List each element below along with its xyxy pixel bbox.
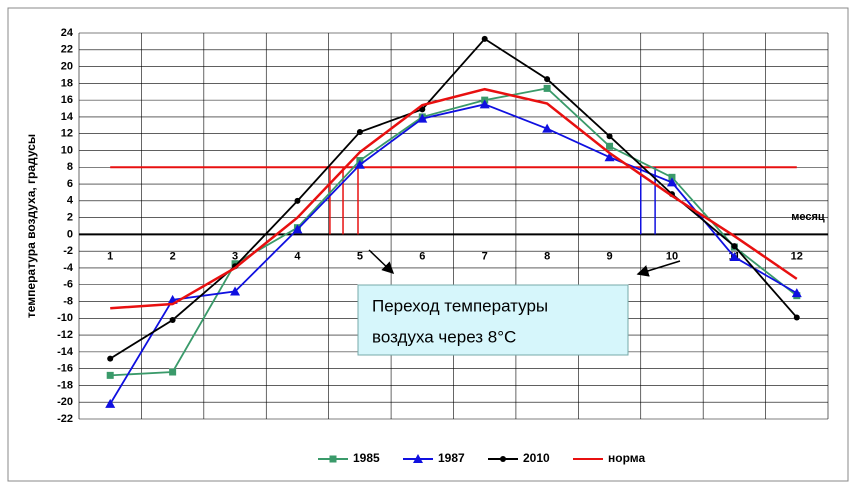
- marker: [604, 152, 615, 162]
- arrows: [368, 249, 681, 277]
- y-tick-label: 2: [67, 212, 73, 224]
- y-tick-label: -8: [63, 295, 73, 307]
- marker: [542, 123, 553, 133]
- series-line: [110, 87, 798, 310]
- y-tick-label: -14: [57, 346, 74, 358]
- marker: [169, 316, 176, 323]
- legend-label: 1987: [438, 451, 465, 465]
- x-tick-label: 7: [482, 250, 488, 262]
- marker: [105, 398, 116, 408]
- marker: [354, 159, 365, 169]
- plot-area: -22-20-18-16-14-12-10-8-6-4-202468101214…: [57, 27, 829, 425]
- x-tick-label: 10: [666, 250, 678, 262]
- y-tick-label: 10: [61, 144, 73, 156]
- marker: [481, 35, 488, 42]
- legend-label: 2010: [523, 451, 550, 465]
- annotation-text: воздуха через 8°C: [372, 327, 516, 346]
- legend: 1985 1987 2010 норма: [318, 451, 645, 465]
- y-tick-label: 4: [67, 195, 74, 207]
- marker: [606, 142, 614, 150]
- arrow: [636, 260, 681, 277]
- marker: [500, 456, 506, 462]
- x-tick-label: 9: [606, 250, 612, 262]
- x-tick-label: 12: [791, 250, 803, 262]
- legend-label: 1985: [353, 451, 380, 465]
- x-tick-label: 4: [294, 250, 301, 262]
- marker: [793, 314, 800, 321]
- marker: [791, 288, 802, 298]
- marker: [544, 76, 551, 83]
- y-tick-label: 12: [61, 128, 73, 140]
- legend-label: норма: [608, 451, 645, 465]
- y-tick-label: -10: [57, 312, 73, 324]
- marker: [169, 368, 177, 376]
- y-tick-label: -4: [63, 262, 74, 274]
- x-tick-label: 2: [170, 250, 176, 262]
- series-line: [109, 103, 798, 405]
- marker: [479, 99, 490, 109]
- annotation-text: Переход температуры: [372, 296, 548, 315]
- marker: [292, 224, 303, 234]
- y-tick-label: -2: [63, 245, 73, 257]
- marker: [356, 129, 363, 136]
- y-tick-label: -16: [57, 363, 73, 375]
- y-tick-label: 20: [61, 60, 73, 72]
- x-tick-label: 1: [107, 250, 113, 262]
- marker: [294, 197, 301, 204]
- y-tick-label: -6: [63, 279, 73, 291]
- x-tick-label: 8: [544, 250, 550, 262]
- y-tick-label: -18: [57, 379, 73, 391]
- y-tick-label: -12: [57, 329, 73, 341]
- marker: [731, 243, 738, 250]
- marker: [668, 173, 676, 181]
- marker: [729, 252, 740, 262]
- y-tick-label: 0: [67, 228, 73, 240]
- series-line: [110, 87, 798, 377]
- marker: [666, 177, 677, 187]
- y-tick-label: 16: [61, 94, 73, 106]
- chart-frame: [7, 7, 849, 482]
- marker: [107, 355, 114, 362]
- marker: [417, 113, 428, 123]
- marker: [329, 455, 337, 463]
- marker: [543, 84, 551, 92]
- x-axis-label: месяц: [791, 211, 825, 223]
- x-tick-label: 3: [232, 250, 238, 262]
- arrow: [368, 249, 395, 275]
- y-tick-label: -22: [57, 413, 73, 425]
- x-tick-label: 5: [357, 250, 363, 262]
- marker: [606, 133, 613, 140]
- y-tick-label: 18: [61, 77, 73, 89]
- y-tick-label: 24: [61, 27, 74, 39]
- x-tick-label: 6: [419, 250, 425, 262]
- annotation-box: [357, 284, 629, 356]
- y-tick-label: 14: [61, 111, 74, 123]
- marker: [419, 106, 426, 113]
- y-axis-label: температура воздуха, градусы: [24, 134, 38, 318]
- y-tick-label: -20: [57, 396, 73, 408]
- marker: [413, 454, 423, 463]
- marker: [230, 286, 241, 296]
- y-tick-label: 6: [67, 178, 73, 190]
- y-tick-label: 22: [61, 44, 73, 56]
- marker: [106, 371, 114, 379]
- y-tick-label: 8: [67, 161, 73, 173]
